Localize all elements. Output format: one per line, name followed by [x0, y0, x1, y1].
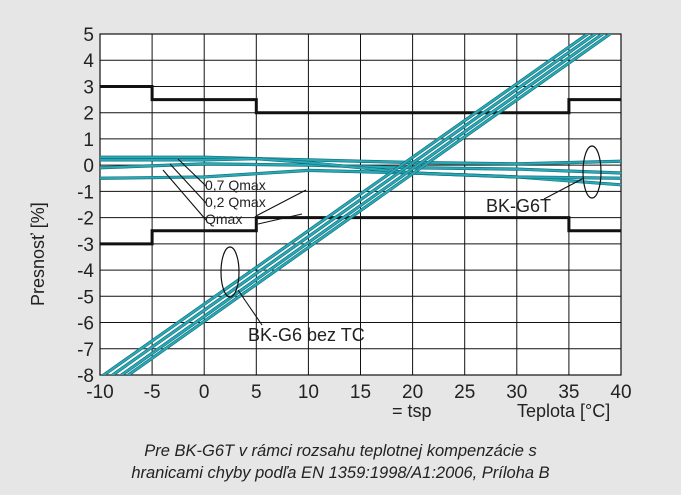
leader-line [169, 163, 207, 204]
ellipse-bk-g6-bez-tc [220, 246, 240, 298]
plot-frame [99, 33, 622, 376]
ellipse-bk-g6t [582, 145, 602, 199]
x-tick-label: 30 [506, 382, 527, 403]
leader-line [162, 169, 207, 221]
leader-line [543, 177, 585, 200]
x-tick-label: -10 [86, 382, 113, 403]
series-line [101, 34, 590, 375]
y-axis-label: Presnosť [%] [28, 202, 48, 306]
leader-line [177, 158, 207, 187]
y-tick-label: -6 [77, 314, 94, 335]
error-limit-line [100, 84, 621, 115]
y-tick-label: 1 [83, 130, 94, 151]
x-tick-label: 15 [350, 382, 371, 403]
x-axis-label: Teplota [°C] [517, 401, 610, 421]
annotation-bk-g6t: BK-G6T [486, 196, 551, 216]
caption-line-1: Pre BK-G6T v rámci rozsahu teplotnej kom… [144, 442, 537, 460]
y-tick-label: 0 [83, 156, 94, 177]
y-tick-label: -7 [77, 340, 94, 361]
x-tick-label: 0 [199, 382, 210, 403]
leader-line [237, 289, 263, 326]
y-tick-label: 3 [83, 77, 94, 98]
error-limit-line [100, 216, 621, 246]
series-line [119, 34, 605, 375]
annotation-07-qmax: 0,7 Qmax [205, 177, 266, 193]
annotations [162, 145, 602, 326]
series-line [110, 34, 597, 375]
y-tick-label: -8 [77, 366, 94, 387]
y-tick-label: 2 [83, 104, 94, 125]
x-tick-label: 25 [454, 382, 475, 403]
y-tick-label: -5 [77, 287, 94, 308]
x-tick-label: 40 [610, 382, 631, 403]
y-tick-label: 5 [83, 25, 94, 46]
y-tick-labels: 5 4 3 2 1 0 -1 -2 -3 -4 -5 -6 -7 -8 [77, 25, 94, 387]
y-tick-label: -2 [77, 209, 94, 230]
series [100, 34, 621, 375]
x-tick-label: 20 [402, 382, 423, 403]
y-tick-label: -3 [77, 235, 94, 256]
leader-line [255, 189, 307, 217]
x-tick-label: -5 [144, 382, 161, 403]
x-tick-label: 10 [298, 382, 319, 403]
error-limits [100, 84, 621, 246]
series-line [100, 156, 621, 165]
y-tick-label: -4 [77, 261, 94, 282]
y-tick-label: -1 [77, 182, 94, 203]
caption-line-2: hranicami chyby podľa EN 1359:1998/A1:20… [131, 464, 550, 482]
x-note-tsp: = tsp [392, 401, 432, 421]
x-tick-label: 5 [251, 382, 262, 403]
annotation-02-qmax: 0,2 Qmax [205, 194, 266, 210]
series-line [100, 157, 621, 180]
y-tick-label: 4 [83, 51, 94, 72]
annotation-qmax: Qmax [205, 211, 242, 227]
annotation-bk-g6-bez-tc: BK-G6 bez TC [248, 325, 365, 345]
leader-line [257, 213, 303, 225]
x-tick-labels: -10 -5 0 5 10 15 20 25 30 35 40 [86, 382, 631, 403]
series-line [126, 34, 612, 375]
x-tick-label: 35 [558, 382, 579, 403]
